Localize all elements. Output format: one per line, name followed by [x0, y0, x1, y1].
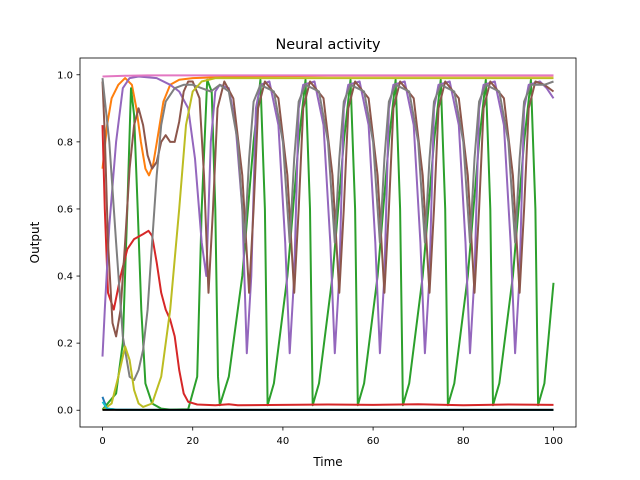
series-line-4	[101, 125, 554, 407]
y-tick-label: 0.4	[57, 272, 73, 283]
x-tick-label: 40	[277, 436, 290, 447]
x-axis-ticks: 0 20 40 60 80 100	[99, 427, 563, 447]
series-line-7	[102, 74, 554, 78]
chart-title: Neural activity	[275, 37, 381, 53]
x-axis-label: Time	[312, 455, 342, 469]
y-axis-ticks: 0.0 0.2 0.4 0.6 0.8 1.0	[57, 70, 80, 417]
series-line-2	[101, 74, 554, 177]
y-tick-label: 0.0	[57, 406, 73, 417]
x-tick-label: 20	[186, 436, 199, 447]
x-tick-label: 0	[99, 436, 105, 447]
x-tick-label: 80	[457, 436, 470, 447]
plot-frame	[79, 57, 577, 428]
y-tick-label: 1.0	[57, 70, 73, 81]
y-tick-label: 0.8	[57, 137, 73, 148]
y-tick-label: 0.2	[57, 339, 73, 350]
series-line-5	[101, 75, 555, 357]
y-axis-label: Output	[28, 221, 42, 263]
y-tick-label: 0.6	[57, 204, 73, 215]
series-line-8	[101, 77, 554, 381]
x-tick-label: 60	[367, 436, 380, 447]
x-tick-label: 100	[544, 436, 563, 447]
series-line-9	[101, 77, 554, 412]
series-lines	[101, 74, 555, 412]
